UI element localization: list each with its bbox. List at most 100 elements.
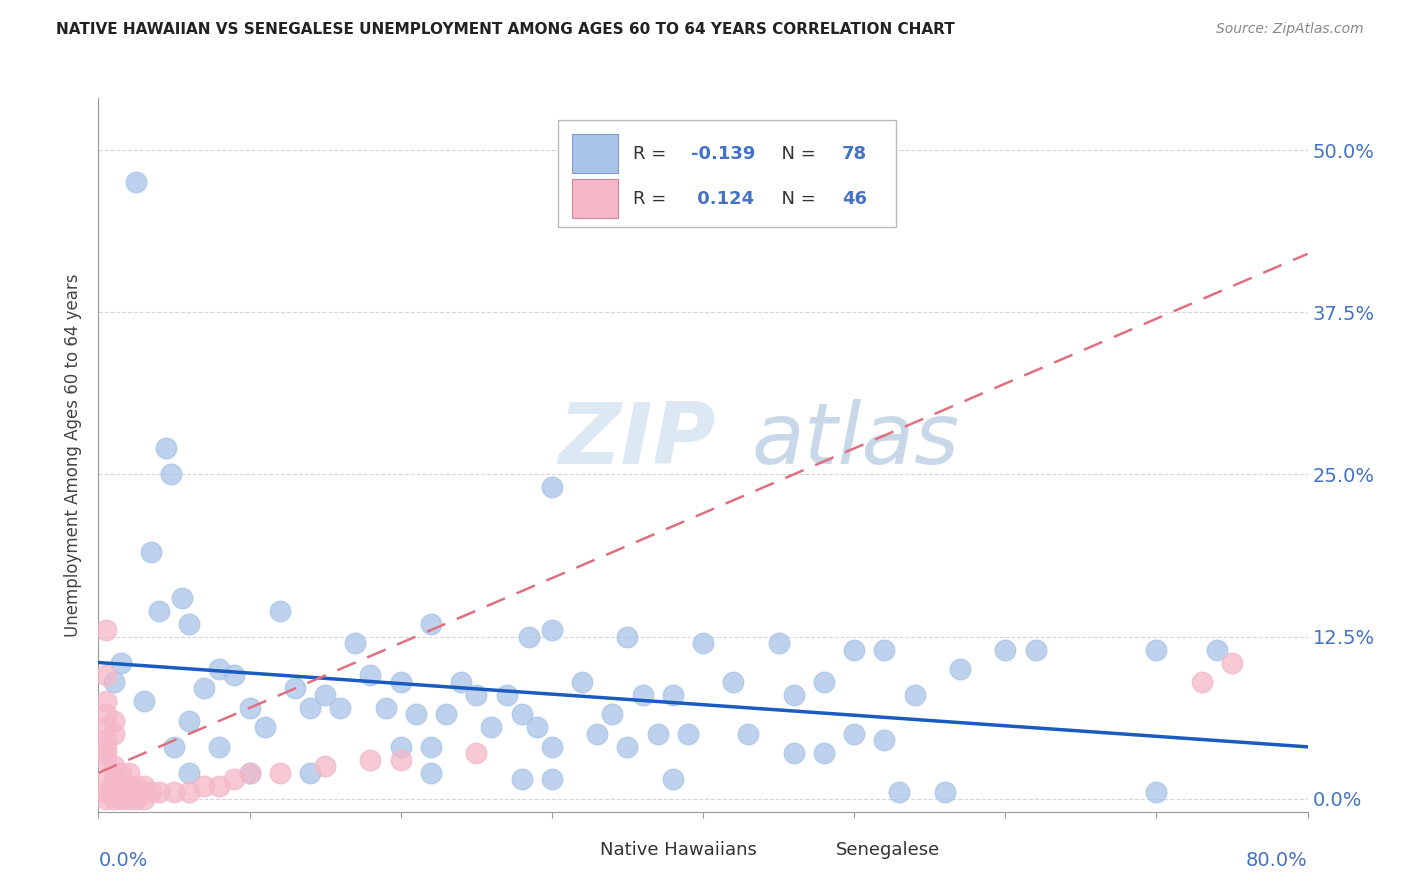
- Point: [873, 642, 896, 657]
- Text: Native Hawaiians: Native Hawaiians: [600, 840, 756, 858]
- Y-axis label: Unemployment Among Ages 60 to 64 years: Unemployment Among Ages 60 to 64 years: [65, 273, 83, 637]
- Point: [94, 772, 117, 787]
- Point: [163, 739, 186, 754]
- Point: [662, 688, 685, 702]
- Text: R =: R =: [633, 191, 672, 209]
- Point: [148, 604, 170, 618]
- Point: [269, 765, 291, 780]
- Point: [179, 785, 201, 799]
- Point: [420, 616, 443, 631]
- Point: [481, 720, 503, 734]
- Point: [132, 779, 155, 793]
- Point: [118, 785, 141, 799]
- Text: 80.0%: 80.0%: [1246, 851, 1308, 870]
- Point: [783, 747, 806, 761]
- Point: [1144, 642, 1167, 657]
- Point: [540, 739, 562, 754]
- Point: [103, 785, 125, 799]
- Point: [540, 623, 562, 637]
- Point: [676, 727, 699, 741]
- Point: [768, 636, 790, 650]
- Point: [374, 701, 396, 715]
- Point: [420, 765, 443, 780]
- Text: 0.0%: 0.0%: [98, 851, 148, 870]
- Point: [405, 707, 427, 722]
- Bar: [572, 134, 619, 173]
- Point: [434, 707, 457, 722]
- Text: N =: N =: [769, 191, 821, 209]
- Point: [94, 668, 117, 682]
- Text: Source: ZipAtlas.com: Source: ZipAtlas.com: [1216, 22, 1364, 37]
- Point: [904, 688, 927, 702]
- FancyBboxPatch shape: [558, 120, 897, 227]
- Point: [813, 747, 835, 761]
- Text: -0.139: -0.139: [690, 145, 755, 162]
- Point: [662, 772, 685, 787]
- Point: [94, 623, 117, 637]
- Point: [1220, 656, 1243, 670]
- Text: 78: 78: [842, 145, 868, 162]
- Point: [94, 694, 117, 708]
- Point: [239, 701, 262, 715]
- Point: [465, 688, 488, 702]
- Point: [208, 662, 231, 676]
- Point: [110, 765, 132, 780]
- Point: [284, 681, 307, 696]
- Point: [389, 753, 412, 767]
- Point: [329, 701, 352, 715]
- Point: [103, 727, 125, 741]
- Point: [118, 765, 141, 780]
- Point: [94, 785, 117, 799]
- Point: [94, 720, 117, 734]
- Point: [110, 791, 132, 805]
- Point: [314, 759, 336, 773]
- Point: [269, 604, 291, 618]
- Point: [141, 785, 163, 799]
- Point: [125, 791, 148, 805]
- Point: [314, 688, 336, 702]
- Point: [163, 785, 186, 799]
- Point: [495, 688, 517, 702]
- Point: [94, 791, 117, 805]
- Point: [208, 779, 231, 793]
- Point: [389, 675, 412, 690]
- Point: [1206, 642, 1229, 657]
- Point: [170, 591, 193, 605]
- Point: [994, 642, 1017, 657]
- Point: [465, 747, 488, 761]
- Point: [540, 480, 562, 494]
- Text: 0.124: 0.124: [690, 191, 754, 209]
- Point: [299, 765, 322, 780]
- Point: [118, 779, 141, 793]
- Point: [103, 675, 125, 690]
- Text: ZIP: ZIP: [558, 399, 716, 483]
- Point: [160, 467, 183, 482]
- Point: [94, 747, 117, 761]
- Bar: [572, 178, 619, 218]
- Point: [813, 675, 835, 690]
- Point: [239, 765, 262, 780]
- Point: [517, 630, 540, 644]
- Text: 46: 46: [842, 191, 868, 209]
- Point: [125, 176, 148, 190]
- Point: [602, 707, 624, 722]
- Point: [141, 545, 163, 559]
- Point: [179, 616, 201, 631]
- Point: [631, 688, 654, 702]
- Point: [110, 779, 132, 793]
- Point: [360, 668, 382, 682]
- Point: [110, 656, 132, 670]
- Point: [389, 739, 412, 754]
- Text: N =: N =: [769, 145, 821, 162]
- Point: [844, 727, 866, 741]
- Point: [103, 759, 125, 773]
- Point: [94, 707, 117, 722]
- Point: [360, 753, 382, 767]
- Point: [510, 707, 533, 722]
- Point: [224, 668, 246, 682]
- Point: [510, 772, 533, 787]
- Point: [737, 727, 759, 741]
- Point: [253, 720, 276, 734]
- Point: [94, 753, 117, 767]
- Point: [586, 727, 609, 741]
